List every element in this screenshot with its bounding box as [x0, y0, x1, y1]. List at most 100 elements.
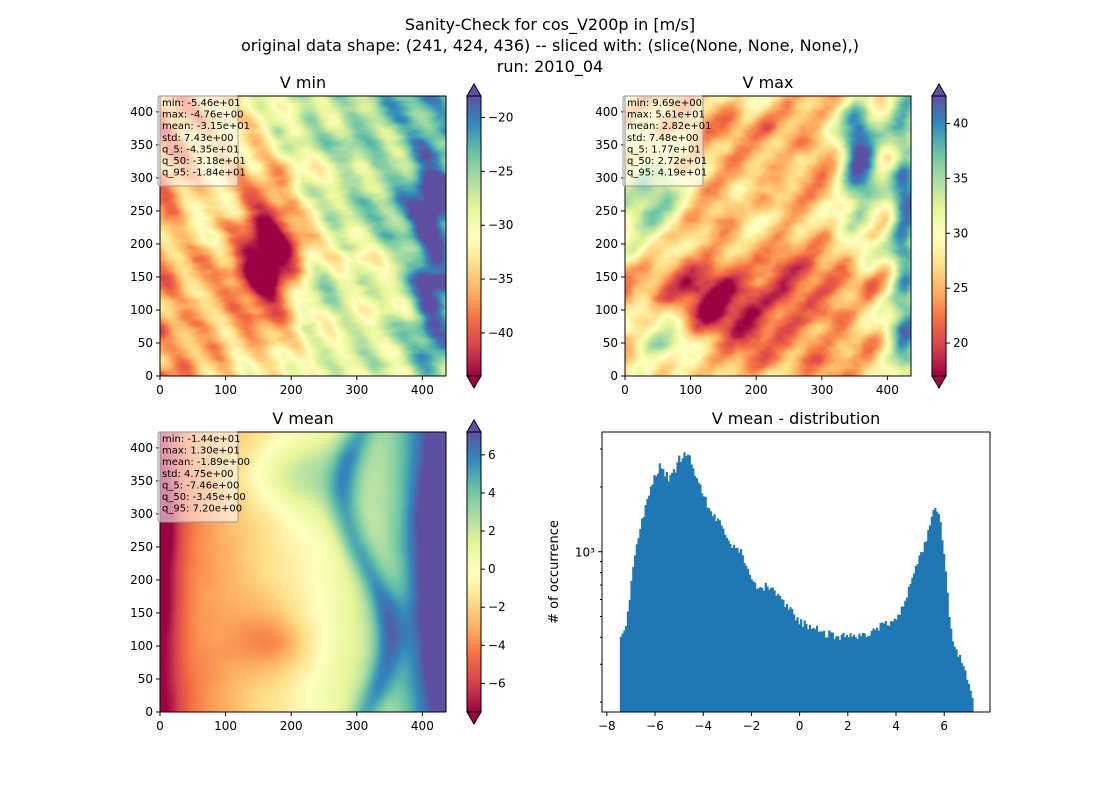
histogram-bar	[853, 634, 856, 712]
histogram-bar	[950, 628, 953, 712]
stats-line: q_95: 4.19e+01	[627, 168, 707, 179]
plot-frame	[159, 431, 447, 713]
x-tick-label: 0	[156, 719, 164, 733]
y-tick-label: 50	[138, 336, 153, 350]
histogram-bar	[904, 600, 907, 712]
histogram-bar	[867, 636, 870, 712]
colorbar-tick-label: 2	[488, 524, 496, 538]
stats-line: min: -5.46e+01	[162, 98, 241, 109]
histogram-bar	[833, 639, 836, 712]
histogram-bar	[782, 599, 785, 712]
stats-box-background	[622, 95, 704, 187]
histogram-bar	[916, 564, 919, 712]
histogram-bar	[757, 588, 760, 712]
histogram-bar	[762, 590, 766, 712]
histogram-bar	[768, 589, 771, 712]
y-tick-label: 200	[595, 237, 618, 251]
histogram-bar	[798, 624, 801, 712]
histogram-bar	[718, 520, 721, 712]
histogram-bar	[863, 633, 866, 712]
histogram-bar	[732, 544, 736, 712]
histogram-bar	[697, 482, 700, 712]
y-tick-label: 300	[130, 507, 153, 521]
histogram-bar	[930, 516, 933, 712]
histogram-bar	[628, 599, 631, 712]
histogram-bar	[891, 621, 895, 712]
x-tick-label: −2	[743, 719, 761, 733]
panel-title: V max	[743, 73, 794, 92]
histogram-bar	[769, 587, 773, 712]
histogram-bar	[810, 629, 813, 712]
histogram-bar	[845, 634, 849, 712]
colorbar-frame	[466, 95, 482, 377]
x-tick-label: 0	[796, 719, 804, 733]
x-tick-label: 200	[745, 383, 768, 397]
figure-title-line-3: run: 2010_04	[497, 57, 603, 77]
histogram-bar	[854, 637, 857, 712]
colorbar-tick-label: 4	[488, 486, 496, 500]
histogram-bar	[801, 626, 804, 712]
histogram-bar	[865, 637, 868, 712]
colorbar-tick-label: 25	[953, 281, 968, 295]
stats-line: max: -4.76e+00	[162, 110, 243, 121]
histogram-bar	[927, 530, 930, 712]
stats-box-background	[157, 431, 239, 523]
histogram-bar	[803, 620, 806, 712]
y-tick-label: 200	[130, 573, 153, 587]
colorbar-frame	[931, 95, 947, 377]
histogram-bar	[731, 547, 734, 712]
histogram-bar	[821, 631, 824, 712]
histogram-bar	[884, 621, 887, 712]
x-tick-label: 300	[345, 383, 368, 397]
histogram-bar	[860, 636, 863, 712]
histogram-bar	[755, 588, 759, 712]
colorbar-tick-label: −30	[488, 218, 513, 232]
histogram-bar	[778, 595, 781, 712]
stats-line: max: 1.30e+01	[162, 446, 240, 457]
y-tick-label: 150	[130, 270, 153, 284]
histogram-bar	[824, 637, 827, 712]
y-tick-label: 100	[595, 303, 618, 317]
histogram-bar	[907, 586, 910, 712]
histogram-bar	[704, 496, 707, 712]
y-tick-label: 350	[130, 138, 153, 152]
y-tick-label: 50	[138, 672, 153, 686]
histogram-bar	[868, 635, 872, 712]
x-tick-label: 4	[892, 719, 900, 733]
histogram-bar	[851, 636, 854, 712]
histogram-bars	[619, 452, 974, 712]
histogram-bar	[708, 508, 711, 712]
histogram-bar	[725, 537, 728, 712]
histogram-bar	[856, 638, 859, 712]
histogram-bar	[808, 624, 812, 712]
histogram-bar	[678, 455, 681, 712]
axes-ticks: 0 100 200 300 400 0 50 100 150 200 250 300 350 400	[130, 105, 434, 397]
histogram-bar	[900, 606, 903, 712]
histogram-bar	[637, 538, 640, 712]
stats-line: max: 5.61e+01	[627, 110, 705, 121]
histogram-bar	[690, 464, 693, 712]
histogram-bar	[635, 544, 638, 712]
histogram-bar	[676, 462, 679, 712]
y-tick-label: 400	[130, 105, 153, 119]
x-tick-label: −4	[694, 719, 712, 733]
histogram-bar	[971, 697, 974, 712]
histogram-bar	[686, 454, 690, 712]
histogram-bar	[653, 474, 656, 712]
y-tick-label: 100	[130, 303, 153, 317]
y-tick-label: 100	[130, 639, 153, 653]
panel-v-mean: V mean 0 100 200 300 400 0 50 100 150 200 250 300 35…	[130, 409, 506, 733]
stats-line: q_5: 1.77e+01	[627, 144, 701, 155]
histogram-bar	[642, 517, 645, 712]
histogram-bar	[830, 632, 833, 712]
x-tick-label: 400	[411, 719, 434, 733]
histogram-bar	[632, 567, 635, 712]
colorbar-tick-label: 30	[953, 226, 968, 240]
histogram-bar	[890, 621, 893, 712]
histogram-bar	[633, 555, 637, 712]
y-tick-label: 10³	[575, 546, 595, 560]
colorbar: 20 25 30 35 40	[931, 83, 968, 389]
x-tick-label: 0	[621, 383, 629, 397]
histogram-bar	[724, 534, 727, 712]
